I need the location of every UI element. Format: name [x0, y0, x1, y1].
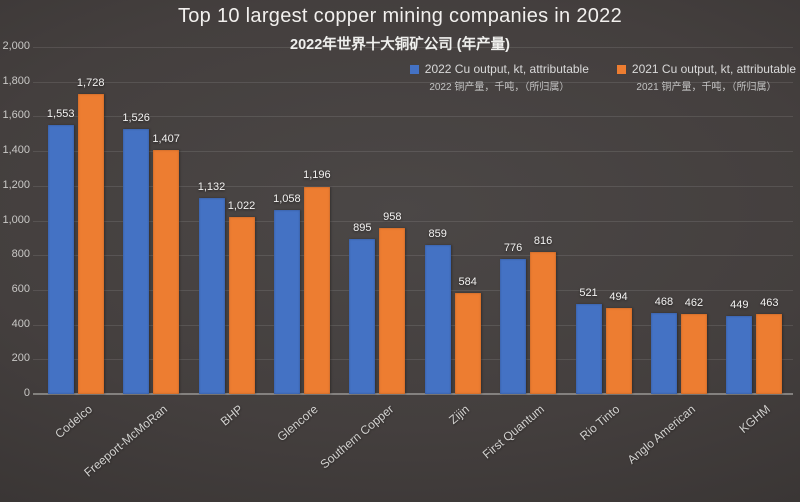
value-label-2021-zijin: 584: [458, 275, 477, 288]
x-axis-category-label-glencore: Glencore: [274, 402, 321, 445]
bar-2022-first-quantum: [500, 259, 527, 394]
value-label-2022-rio-tinto: 521: [579, 286, 598, 299]
legend-item-2022: 2022 Cu output, kt, attributable 2022 铜产…: [409, 62, 589, 93]
chart-title: Top 10 largest copper mining companies i…: [177, 5, 623, 27]
gridline-600: [33, 289, 793, 291]
legend-row-2022: 2022 Cu output, kt, attributable: [409, 62, 589, 76]
value-label-2021-rio-tinto: 494: [609, 291, 628, 304]
x-axis-category-label-codelco: Codelco: [51, 402, 95, 442]
gridline-2000: [33, 47, 793, 48]
gridline-400: [33, 324, 793, 326]
value-label-2021-first-quantum: 816: [533, 235, 553, 248]
gridline-200: [33, 359, 793, 361]
legend: 2022 Cu output, kt, attributable 2022 铜产…: [409, 62, 796, 93]
bar-2022-anglo-american: [650, 312, 677, 394]
value-label-2022-freeport-mcmoran: 1,526: [122, 112, 150, 125]
value-label-2021-freeport-mcmoran: 1,407: [152, 132, 180, 145]
bar-2021-bhp: [228, 216, 255, 394]
bar-2021-kghm: [756, 313, 783, 394]
value-label-2022-first-quantum: 776: [503, 242, 523, 255]
legend-row-2021: 2021 Cu output, kt, attributable: [616, 62, 796, 76]
bar-2022-codelco: [47, 124, 74, 394]
legend-swatch-2022-icon: [409, 64, 419, 74]
bar-2022-rio-tinto: [575, 303, 602, 394]
value-label-2022-glencore: 1,058: [273, 193, 301, 206]
value-label-2022-kghm: 449: [730, 299, 749, 312]
x-axis-category-label-southern-copper: Southern Copper: [317, 402, 397, 472]
bar-2021-first-quantum: [530, 252, 557, 394]
bar-2022-kghm: [726, 316, 753, 394]
x-axis-line: [33, 393, 793, 395]
value-label-2022-zijin: 859: [428, 227, 447, 240]
x-axis-category-label-rio-tinto: Rio Tinto: [577, 402, 623, 444]
value-label-2021-bhp: 1,022: [227, 199, 256, 212]
legend-label-2021: 2021 Cu output, kt, attributable: [631, 62, 796, 76]
bar-2021-zijin: [454, 292, 481, 394]
legend-sublabel-2021: 2021 铜产量，千吨，（所归属）: [636, 82, 777, 93]
x-axis-category-label-kghm: KGHM: [736, 402, 774, 436]
gridline-1800: [33, 81, 793, 83]
y-axis-tick-label: 1,200: [2, 178, 30, 191]
y-axis-tick-label: 1,000: [2, 213, 30, 226]
y-axis-tick-label: 600: [11, 282, 30, 295]
gridline-800: [33, 255, 793, 257]
y-axis-tick-label: 1,800: [2, 74, 30, 87]
legend-sublabel-2022: 2022 铜产量，千吨，（所归属）: [429, 82, 570, 93]
bar-2021-glencore: [303, 186, 330, 394]
legend-item-2021: 2021 Cu output, kt, attributable 2021 铜产…: [616, 62, 796, 93]
bar-2021-rio-tinto: [605, 308, 632, 394]
bar-2022-freeport-mcmoran: [123, 129, 150, 394]
legend-label-2022: 2022 Cu output, kt, attributable: [424, 62, 589, 76]
x-axis-category-label-zijin: Zijin: [445, 402, 472, 427]
value-label-2021-kghm: 463: [760, 296, 779, 309]
legend-swatch-2021-icon: [616, 64, 626, 74]
value-label-2021-southern-copper: 958: [383, 210, 402, 223]
gridline-1600: [33, 116, 793, 118]
plot-area: 1,553 1,728 1,526 1,407 1,132 1,022 1,058 1,196…: [33, 47, 793, 395]
value-label-2022-anglo-american: 468: [654, 295, 674, 308]
value-label-2022-codelco: 1,553: [46, 107, 75, 120]
bar-2021-anglo-american: [680, 313, 707, 394]
bar-2021-codelco: [77, 94, 104, 394]
gridline-1400: [33, 151, 793, 153]
y-axis-tick-label: 1,400: [2, 144, 30, 157]
bar-2022-bhp: [198, 197, 225, 394]
gridline-1000: [33, 220, 793, 222]
value-label-2022-southern-copper: 895: [353, 221, 372, 234]
bar-2022-glencore: [273, 210, 300, 394]
y-axis-tick-label: 1,600: [2, 109, 30, 122]
x-axis-category-label-anglo-american: Anglo American: [624, 402, 698, 467]
x-axis-category-label-bhp: BHP: [217, 402, 246, 429]
y-axis-tick-label: 200: [11, 352, 30, 365]
x-axis-category-label-freeport-mcmoran: Freeport-McMoRan: [81, 402, 171, 480]
y-axis-tick-label: 400: [11, 317, 30, 330]
x-axis-category-label-first-quantum: First Quantum: [479, 402, 548, 462]
value-label-2021-codelco: 1,728: [76, 77, 105, 90]
chart-subtitle: 2022年世界十大铜矿公司 (年产量): [290, 37, 510, 53]
gridline-1200: [33, 185, 793, 187]
y-axis-tick-label: 800: [11, 248, 30, 261]
bar-2022-southern-copper: [349, 238, 376, 394]
y-axis-tick-label: 0: [23, 387, 30, 399]
bar-2021-freeport-mcmoran: [153, 149, 180, 394]
bar-2021-southern-copper: [379, 227, 406, 394]
value-label-2021-anglo-american: 462: [684, 296, 704, 309]
value-label-2022-bhp: 1,132: [197, 180, 226, 193]
value-label-2021-glencore: 1,196: [303, 169, 331, 182]
bar-2022-zijin: [424, 244, 451, 394]
